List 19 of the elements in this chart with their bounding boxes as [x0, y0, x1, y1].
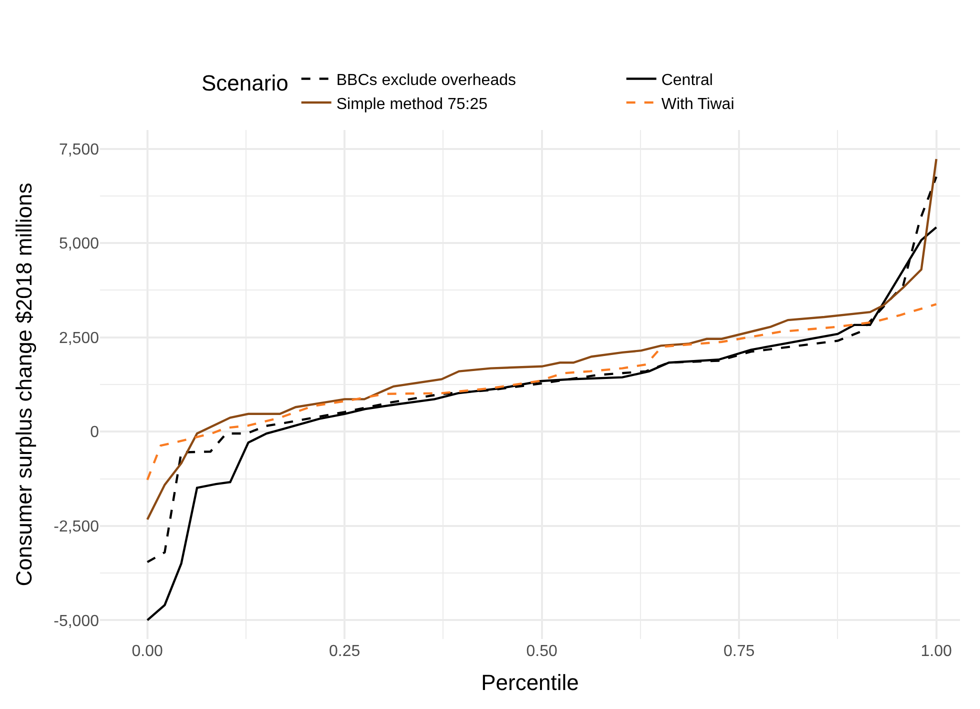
x-tick-label: 0.50 — [526, 643, 558, 660]
y-tick-label: 7,500 — [58, 141, 100, 158]
legend-label: Central — [661, 72, 713, 89]
x-tick-label: 1.00 — [920, 643, 952, 660]
y-tick-label: -5,000 — [54, 612, 100, 630]
x-tick-label: 0.00 — [132, 643, 164, 660]
y-axis-title: Consumer surplus change $2018 millions — [11, 182, 36, 586]
y-tick-label: 2,500 — [58, 330, 100, 347]
x-axis-title: Percentile — [481, 670, 579, 695]
legend-title: Scenario — [202, 70, 288, 96]
x-tick-label: 0.25 — [329, 643, 360, 660]
y-tick-label: -2,500 — [54, 518, 100, 536]
x-tick-label: 0.75 — [724, 643, 755, 660]
legend-label: BBCs exclude overheads — [336, 72, 516, 89]
y-tick-label: 5,000 — [58, 236, 100, 253]
y-tick-label: 0 — [90, 424, 100, 442]
legend-label: Simple method 75:25 — [336, 96, 488, 113]
line-series — [146, 303, 938, 481]
legend-label: With Tiwai — [661, 96, 734, 113]
